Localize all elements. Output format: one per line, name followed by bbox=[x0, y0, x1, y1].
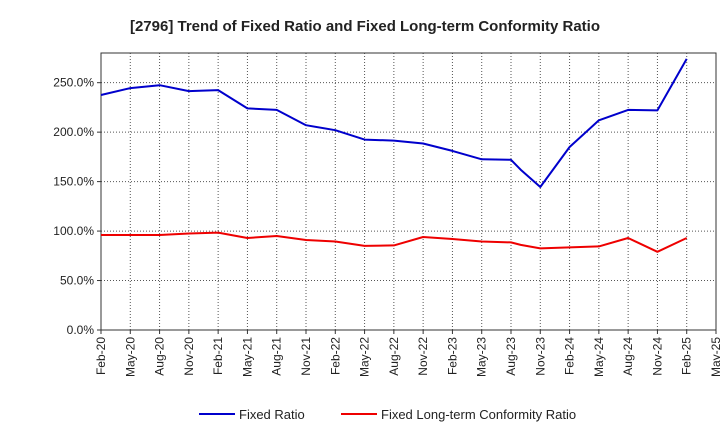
y-tick-label: 0.0% bbox=[67, 323, 95, 337]
chart-title: [2796] Trend of Fixed Ratio and Fixed Lo… bbox=[130, 18, 600, 35]
x-tick-label: Feb-21 bbox=[211, 337, 225, 375]
series-line-fixed-ratio bbox=[100, 58, 688, 188]
x-tick-label: Nov-20 bbox=[182, 337, 196, 376]
x-tick-label: May-20 bbox=[123, 337, 137, 377]
legend-label-fixed-long-term-conformity-ratio: Fixed Long-term Conformity Ratio bbox=[381, 407, 576, 422]
x-tick-label: Feb-24 bbox=[563, 337, 577, 375]
x-tick-label: Feb-22 bbox=[328, 337, 342, 375]
series-lines bbox=[100, 58, 688, 253]
x-tick-label: May-23 bbox=[475, 337, 489, 377]
x-tick-label: Nov-24 bbox=[650, 337, 664, 376]
x-tick-label: Aug-23 bbox=[504, 337, 518, 376]
x-tick-label: Nov-21 bbox=[299, 337, 313, 376]
y-tick-label: 50.0% bbox=[60, 274, 94, 288]
x-tick-label: Feb-23 bbox=[445, 337, 459, 375]
y-tick-label: 200.0% bbox=[53, 125, 94, 139]
x-tick-label: Aug-21 bbox=[270, 337, 284, 376]
x-tick-label: Aug-22 bbox=[387, 337, 401, 376]
y-axis: 0.0% 50.0% 100.0% 150.0% 200.0% 250.0% bbox=[53, 76, 101, 337]
plot-frame bbox=[100, 52, 717, 331]
series-line-fixed-long-term-conformity-ratio bbox=[101, 231, 688, 253]
grid-lines bbox=[101, 53, 716, 330]
legend: Fixed Ratio Fixed Long-term Conformity R… bbox=[199, 407, 576, 422]
x-tick-label: May-24 bbox=[592, 337, 606, 377]
x-tick-label: Feb-20 bbox=[94, 337, 108, 375]
y-tick-label: 150.0% bbox=[53, 175, 94, 189]
x-tick-label: Nov-22 bbox=[416, 337, 430, 376]
x-tick-label: Nov-23 bbox=[533, 337, 547, 376]
x-tick-label: Aug-24 bbox=[621, 337, 635, 376]
x-axis: Feb-20 May-20 Aug-20 Nov-20 Feb-21 May-21 Aug-… bbox=[94, 330, 720, 377]
x-tick-label: May-25 bbox=[709, 337, 720, 377]
legend-label-fixed-ratio: Fixed Ratio bbox=[239, 407, 305, 422]
x-tick-label: Feb-25 bbox=[680, 337, 694, 375]
y-tick-label: 100.0% bbox=[53, 224, 94, 238]
y-tick-label: 250.0% bbox=[53, 76, 94, 90]
x-tick-label: May-22 bbox=[358, 337, 372, 377]
x-tick-label: May-21 bbox=[240, 337, 254, 377]
x-tick-label: Aug-20 bbox=[153, 337, 167, 376]
